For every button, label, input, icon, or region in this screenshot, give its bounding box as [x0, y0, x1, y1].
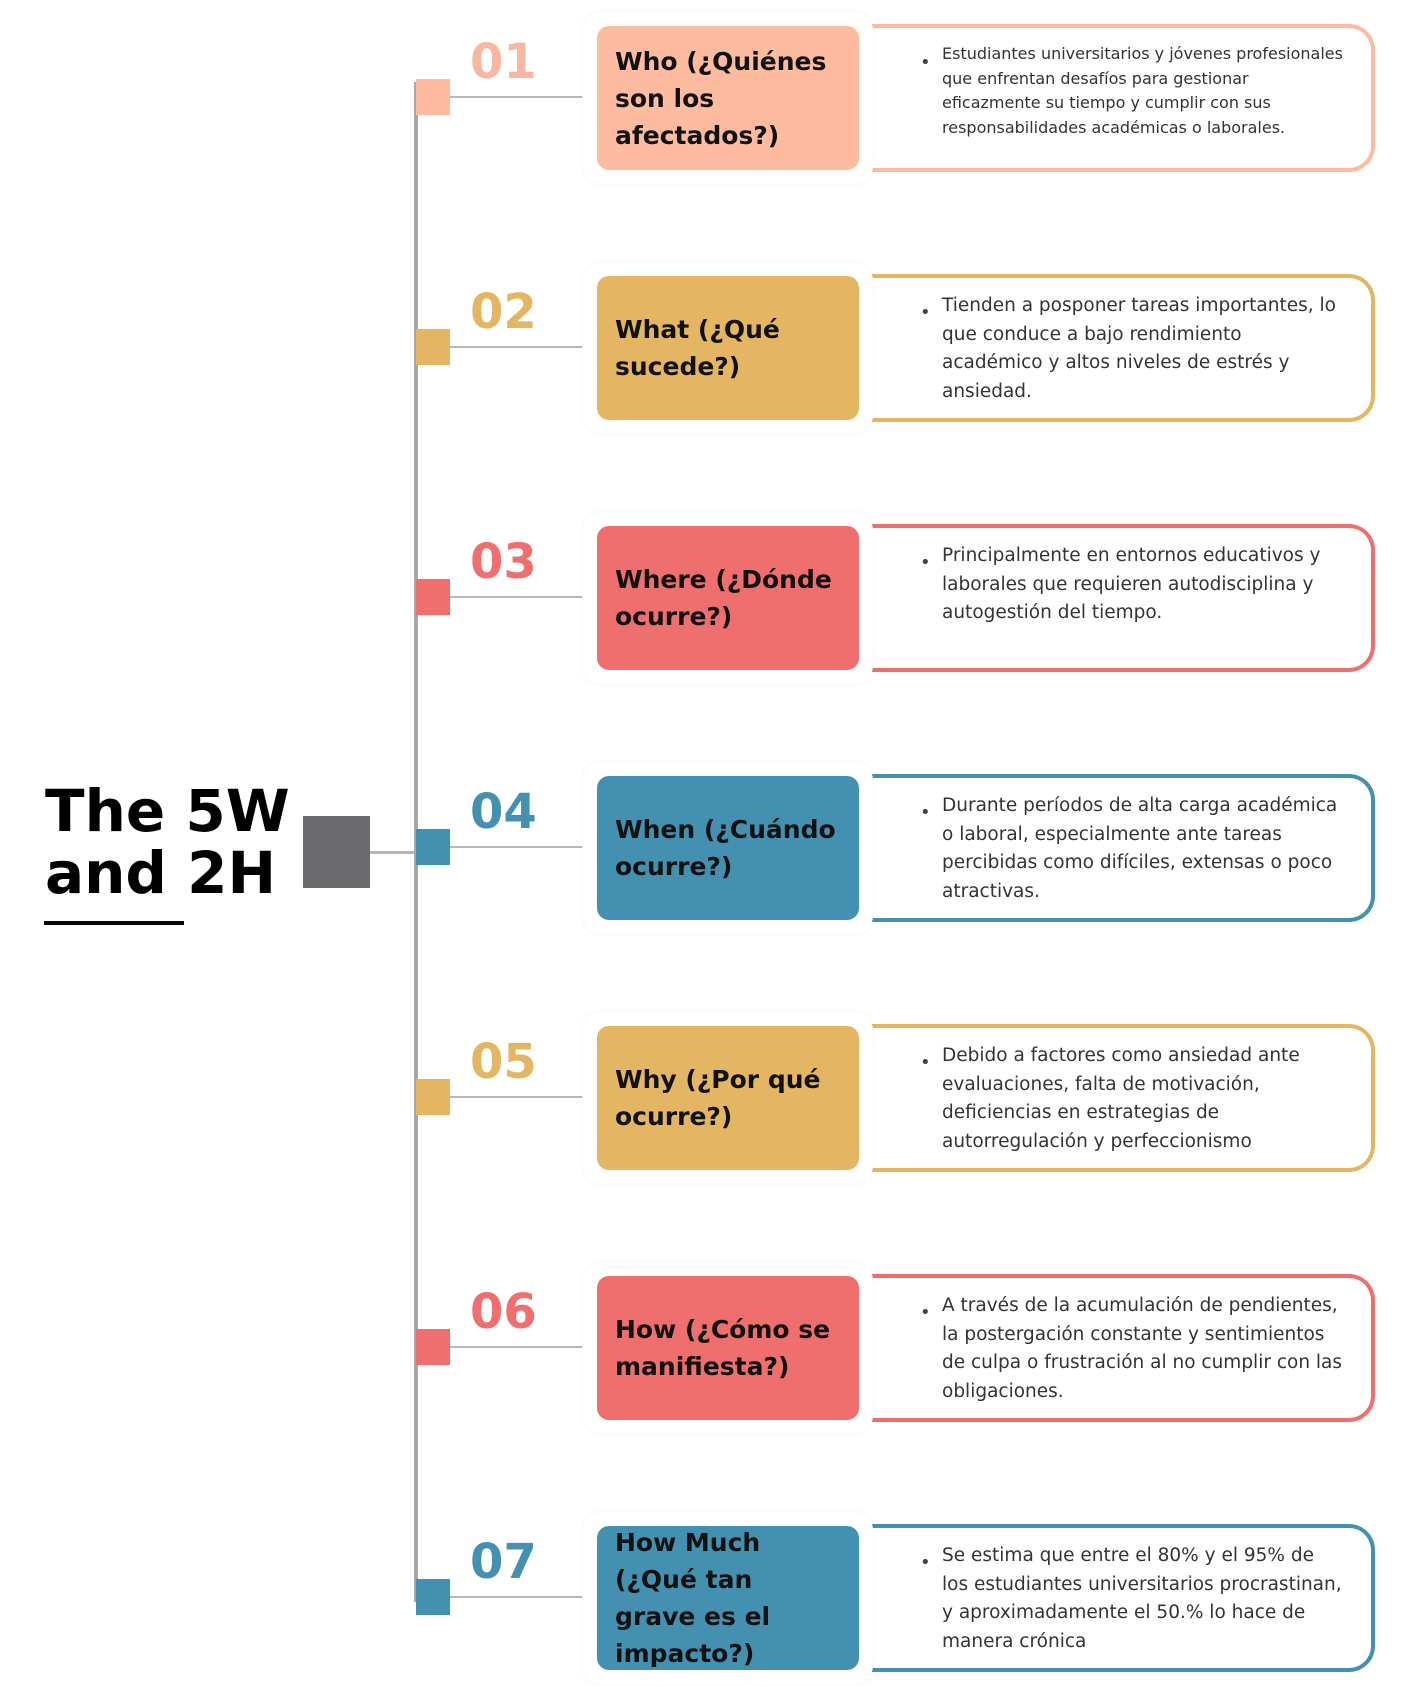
node-connector	[450, 96, 582, 98]
answer-text: Principalmente en entornos educativos y …	[942, 545, 1321, 623]
question-box: Where (¿Dónde ocurre?)	[597, 526, 859, 670]
step-number: 06	[470, 1284, 537, 1340]
step-number: 05	[470, 1034, 537, 1090]
timeline-node	[416, 1579, 450, 1615]
timeline-node	[416, 579, 450, 615]
answer-box: • A través de la acumulación de pendient…	[870, 1274, 1375, 1422]
node-connector	[450, 1596, 582, 1598]
step-number: 03	[470, 534, 537, 590]
bullet-icon: •	[920, 302, 931, 323]
answer-text: Durante períodos de alta carga académica…	[942, 795, 1338, 902]
question-text: When (¿Cuándo ocurre?)	[615, 815, 836, 881]
question-card: What (¿Qué sucede?)	[583, 262, 873, 434]
timeline-node	[416, 1079, 450, 1115]
question-box: When (¿Cuándo ocurre?)	[597, 776, 859, 920]
question-text: How (¿Cómo se manifiesta?)	[615, 1315, 831, 1381]
timeline-node	[416, 79, 450, 115]
bullet-icon: •	[920, 1302, 931, 1323]
question-card: When (¿Cuándo ocurre?)	[583, 762, 873, 934]
question-text: Who (¿Quiénes son los afectados?)	[615, 46, 827, 150]
bullet-icon: •	[920, 802, 931, 823]
hub-connector	[370, 851, 417, 854]
timeline-node	[416, 829, 450, 865]
question-text: Why (¿Por qué ocurre?)	[615, 1065, 821, 1131]
step-number: 07	[470, 1534, 537, 1590]
node-connector	[450, 1096, 582, 1098]
question-box: How (¿Cómo se manifiesta?)	[597, 1276, 859, 1420]
answer-text: Debido a factores como ansiedad ante eva…	[942, 1045, 1300, 1152]
answer-text: Tienden a posponer tareas importantes, l…	[942, 295, 1336, 402]
bullet-icon: •	[920, 52, 931, 73]
question-card: Why (¿Por qué ocurre?)	[583, 1012, 873, 1184]
question-box: Who (¿Quiénes son los afectados?)	[597, 26, 859, 170]
answer-box: • Se estima que entre el 80% y el 95% de …	[870, 1524, 1375, 1672]
title-underline	[44, 921, 184, 925]
step-number: 02	[470, 284, 537, 340]
step-number: 04	[470, 784, 537, 840]
bullet-icon: •	[920, 1552, 931, 1573]
answer-box: • Debido a factores como ansiedad ante ev…	[870, 1024, 1375, 1172]
diagram-title: The 5W and 2H	[45, 780, 325, 904]
bullet-icon: •	[920, 552, 931, 573]
step-number: 01	[470, 34, 537, 90]
node-connector	[450, 596, 582, 598]
question-card: How (¿Cómo se manifiesta?)	[583, 1262, 873, 1434]
question-text: Where (¿Dónde ocurre?)	[615, 565, 832, 631]
question-box: How Much (¿Qué tan grave es el impacto?)	[597, 1526, 859, 1670]
question-text: What (¿Qué sucede?)	[615, 315, 780, 381]
answer-text: Estudiantes universitarios y jóvenes pro…	[942, 44, 1343, 137]
question-box: What (¿Qué sucede?)	[597, 276, 859, 420]
hub-square	[303, 816, 370, 888]
timeline-node	[416, 329, 450, 365]
answer-box: • Tienden a posponer tareas importantes, …	[870, 274, 1375, 422]
answer-box: • Estudiantes universitarios y jóvenes pr…	[870, 24, 1375, 172]
node-connector	[450, 846, 582, 848]
question-box: Why (¿Por qué ocurre?)	[597, 1026, 859, 1170]
bullet-icon: •	[920, 1052, 931, 1073]
answer-box: • Durante períodos de alta carga académic…	[870, 774, 1375, 922]
question-card: Where (¿Dónde ocurre?)	[583, 512, 873, 684]
timeline-node	[416, 1329, 450, 1365]
question-card: Who (¿Quiénes son los afectados?)	[583, 12, 873, 184]
answer-text: A través de la acumulación de pendientes…	[942, 1295, 1343, 1402]
answer-box: • Principalmente en entornos educativos y…	[870, 524, 1375, 672]
title-line-1: The 5W	[45, 777, 290, 845]
answer-text: Se estima que entre el 80% y el 95% de l…	[942, 1545, 1342, 1652]
node-connector	[450, 1346, 582, 1348]
question-card: How Much (¿Qué tan grave es el impacto?)	[583, 1512, 873, 1684]
question-text: How Much (¿Qué tan grave es el impacto?)	[615, 1528, 771, 1668]
title-line-2: and 2H	[45, 839, 277, 907]
node-connector	[450, 346, 582, 348]
